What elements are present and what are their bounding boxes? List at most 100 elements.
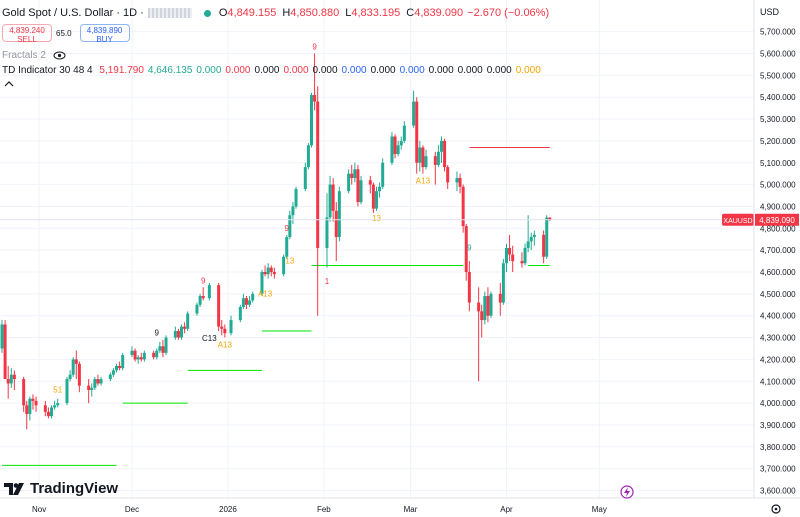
y-tick-label: 3,600.000	[760, 487, 796, 496]
eye-icon[interactable]	[53, 51, 66, 60]
td-indicator-row[interactable]: TD Indicator 30 48 4 5,191.790 4,646.135 0…	[2, 65, 541, 76]
td-value: 0.000	[254, 65, 280, 76]
candle	[93, 376, 97, 390]
y-tick-label: 4,200.000	[760, 355, 796, 364]
high-value: 4,850.880	[290, 7, 340, 19]
candle-body	[251, 293, 255, 301]
candle-body	[201, 296, 205, 299]
market-status-dot	[203, 9, 211, 17]
buy-label: BUY	[96, 35, 113, 44]
symbol-title[interactable]: Gold Spot / U.S. Dollar · 1D ·	[2, 7, 144, 19]
candle-body	[217, 285, 221, 327]
candlestick-series	[0, 53, 552, 430]
candle	[412, 90, 416, 128]
candle	[130, 346, 134, 358]
buy-button[interactable]: 4,839.890 BUY	[79, 24, 130, 44]
fractals-indicator[interactable]: Fractals 2	[2, 50, 66, 61]
sell-button[interactable]: 4,839.240 SELL	[2, 24, 52, 44]
candle-body	[46, 411, 50, 417]
chart-settings-button[interactable]	[771, 504, 781, 514]
td-count-label: C13	[202, 334, 217, 343]
candle-body	[461, 186, 465, 227]
candle	[31, 394, 35, 410]
candle	[282, 254, 286, 277]
replay-button[interactable]	[620, 485, 634, 499]
time-axis[interactable]: Nov Dec 2026 Feb Mar Apr May	[0, 497, 800, 514]
candle	[520, 252, 524, 268]
candle	[266, 263, 270, 279]
td-value: 0.000	[196, 65, 222, 76]
price-axis[interactable]: USD 3,600.000 3,700.000 3,800.000 3,900.000…	[753, 0, 796, 498]
buy-price: 4,839.890	[86, 26, 123, 35]
redacted-exchange	[147, 8, 192, 18]
candle	[337, 186, 341, 242]
candle-body	[325, 217, 329, 248]
td-count-label: A13	[258, 289, 273, 298]
candle	[220, 320, 224, 336]
candle	[50, 405, 54, 419]
candle	[238, 304, 242, 323]
y-tick-label: 4,300.000	[760, 334, 796, 343]
candle-body	[266, 267, 270, 275]
sell-price: 4,839.240	[9, 26, 45, 35]
candle	[3, 320, 7, 380]
candle-body	[436, 151, 440, 165]
candle-body	[25, 405, 29, 415]
x-tick-label: Mar	[404, 505, 418, 514]
candle-body	[65, 379, 69, 404]
candle-body	[111, 370, 115, 375]
tradingview-logo: TradingView	[4, 480, 118, 497]
candle-body	[334, 210, 338, 238]
candle-body	[115, 365, 119, 371]
candle	[186, 311, 190, 331]
candle-body	[96, 379, 100, 384]
candle-body	[0, 324, 4, 349]
candle-body	[477, 302, 481, 312]
td-count-label: 9	[285, 224, 290, 233]
y-tick-label: 4,400.000	[760, 312, 796, 321]
candle	[90, 383, 94, 397]
low-value: 4,833.195	[351, 7, 401, 19]
candle	[325, 193, 329, 268]
candle-body	[310, 95, 313, 146]
td-value: 5,191.790	[99, 65, 144, 76]
candle	[12, 370, 16, 390]
candle-body	[480, 311, 484, 321]
candle	[53, 400, 57, 410]
candle-body	[3, 324, 7, 380]
candle-body	[390, 136, 394, 163]
candle	[529, 232, 533, 251]
td-value: 0.000	[486, 65, 512, 76]
change-value: −2.670 (−0.06%)	[467, 7, 550, 19]
collapse-indicators-button[interactable]	[4, 80, 18, 92]
candle	[56, 398, 60, 408]
candle	[415, 97, 419, 174]
candle-body	[87, 385, 91, 390]
candle-body	[532, 234, 536, 238]
candle-body	[486, 296, 490, 316]
y-tick-label: 5,700.000	[760, 28, 796, 37]
candle	[306, 143, 310, 170]
candle	[229, 315, 233, 336]
candle-body	[483, 296, 487, 321]
candle	[316, 86, 320, 316]
candle-body	[263, 272, 267, 275]
candle-body	[316, 101, 320, 248]
currency-label: USD	[760, 7, 780, 17]
candle-body	[90, 387, 94, 390]
candle	[288, 210, 292, 240]
candle	[353, 162, 357, 183]
candle-body	[350, 173, 354, 179]
candle	[359, 175, 363, 205]
candle-body	[245, 298, 249, 305]
candle	[433, 151, 437, 185]
candle	[139, 352, 143, 362]
candle	[393, 134, 397, 159]
candle	[96, 374, 100, 386]
td-count-label: 9	[467, 244, 472, 253]
candle	[43, 400, 47, 417]
spread-value: 65.0	[56, 28, 72, 38]
candle-body	[56, 403, 60, 406]
td-value: 0.000	[225, 65, 251, 76]
